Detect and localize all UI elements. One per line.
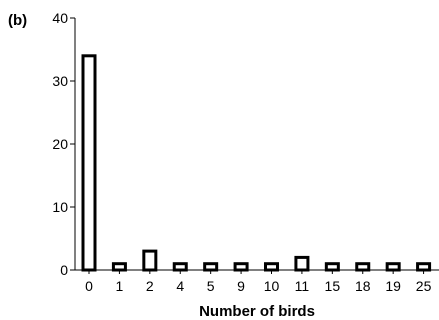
bar-11 (294, 255, 310, 272)
bar-19 (385, 262, 401, 272)
x-tick-label: 0 (85, 278, 93, 294)
y-tick-label: 20 (52, 136, 68, 152)
bar-25 (416, 262, 432, 272)
x-tick-label: 18 (355, 278, 371, 294)
x-tick-label: 5 (207, 278, 215, 294)
x-tick-label: 9 (237, 278, 245, 294)
bar-18 (355, 262, 371, 272)
x-tick-label: 11 (295, 278, 310, 294)
x-tick-label: 2 (146, 278, 154, 294)
bar-10 (264, 262, 279, 272)
bar-2 (142, 249, 158, 272)
panel-label: (b) (8, 12, 27, 29)
y-tick-label: 30 (52, 73, 68, 89)
bar-15 (324, 262, 340, 272)
y-tick-label: 10 (52, 199, 68, 215)
y-tick-label: 0 (60, 262, 68, 278)
x-tick-label: 25 (416, 278, 432, 294)
bar-0 (81, 54, 97, 272)
x-tick-label: 4 (176, 278, 184, 294)
x-tick-label: 1 (116, 278, 124, 294)
y-axis: 0 10 20 30 40 (52, 10, 76, 278)
x-tick-label: 10 (264, 278, 280, 294)
x-axis-title: Number of birds (199, 303, 315, 320)
bar-1 (111, 262, 127, 272)
x-axis: 0 1 2 4 5 9 10 11 15 18 19 25 (75, 269, 439, 294)
y-tick-label: 40 (52, 10, 68, 26)
bar-9 (233, 262, 249, 272)
x-tick-label: 19 (385, 278, 401, 294)
bar-5 (203, 262, 219, 272)
x-tick-label: 15 (325, 278, 341, 294)
bar-4 (172, 262, 188, 272)
bars (81, 54, 432, 272)
